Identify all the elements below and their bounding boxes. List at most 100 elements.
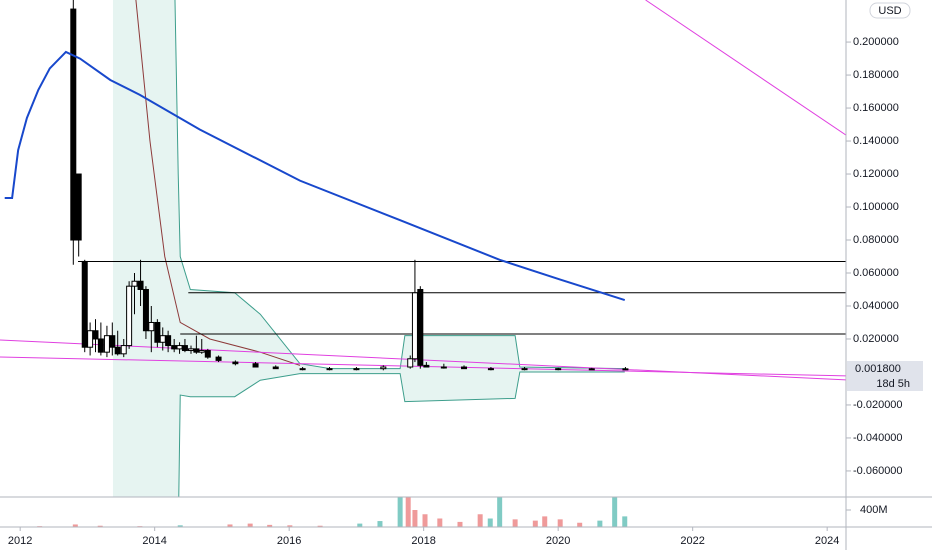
volume-bar	[97, 525, 103, 527]
trendline	[0, 356, 846, 377]
volume-bar	[497, 497, 503, 527]
volume-bar	[357, 523, 363, 527]
candle-body	[171, 345, 178, 350]
candle-body	[109, 335, 116, 348]
volume-bar	[317, 525, 323, 527]
x-tick-label: 2022	[680, 535, 704, 547]
y-tick-label: 0.180000	[853, 69, 899, 81]
volume-bar	[247, 523, 253, 527]
candle-body	[70, 8, 77, 241]
volume-bar	[397, 497, 403, 527]
candle-body	[137, 280, 144, 290]
candle-body	[588, 368, 595, 371]
candle-body	[176, 345, 183, 350]
candle-body	[97, 338, 104, 353]
band-fill	[112, 0, 625, 497]
volume-bar	[532, 520, 538, 527]
y-tick-label: 0.140000	[853, 135, 899, 147]
candle-body	[353, 368, 360, 371]
volume-bar	[377, 521, 383, 527]
candle-body	[131, 280, 138, 287]
volume-bar	[597, 520, 603, 527]
y-tick-label: 0.100000	[853, 201, 899, 213]
y-tick-label: 0.060000	[853, 267, 899, 279]
trendline	[645, 0, 846, 136]
candle-body	[154, 321, 161, 343]
volume-pane	[37, 497, 628, 527]
last-price-label: 0.001800	[855, 363, 901, 375]
x-tick-label: 2016	[277, 535, 301, 547]
candle-body	[407, 358, 414, 368]
candle-body	[187, 348, 194, 352]
candle-body	[165, 335, 172, 347]
candle-body	[204, 350, 211, 358]
y-tick-label: -0.020000	[853, 399, 903, 411]
y-tick-label: 0.020000	[853, 333, 899, 345]
candle-body	[142, 288, 149, 332]
x-tick-label: 2012	[8, 535, 32, 547]
candle-body	[126, 285, 133, 347]
volume-bar	[267, 524, 273, 527]
candle-body	[380, 366, 387, 370]
candle-body	[148, 321, 155, 332]
candle-body	[440, 366, 447, 369]
candle-body	[193, 348, 200, 353]
x-tick-label: 2020	[546, 535, 570, 547]
candle-body	[411, 292, 418, 360]
candle-body	[103, 335, 110, 353]
candle-body	[299, 368, 306, 371]
candle-body	[326, 368, 333, 371]
candle-body	[417, 288, 424, 366]
y-tick-label: 400M	[860, 504, 888, 516]
volume-bar	[422, 514, 428, 527]
candle-body	[198, 350, 205, 353]
y-tick-label: 0.120000	[853, 168, 899, 180]
candle-body	[75, 173, 82, 241]
volume-bar	[512, 519, 518, 527]
candle-body	[87, 330, 94, 348]
x-tick-label: 2018	[411, 535, 435, 547]
volume-bar	[177, 525, 183, 527]
volume-bar	[477, 514, 483, 527]
volume-bar	[287, 525, 293, 527]
moving-average	[4, 50, 626, 302]
y-tick-label: -0.060000	[853, 465, 903, 477]
y-tick-label: 0.200000	[853, 36, 899, 48]
candle-body	[215, 356, 222, 361]
volume-bar	[622, 516, 628, 527]
candle-body	[521, 368, 528, 371]
y-tick-label: 0.040000	[853, 300, 899, 312]
countdown: 18d 5h	[876, 378, 910, 390]
candle-body	[120, 345, 127, 355]
candle-body	[555, 368, 562, 371]
volume-bar	[437, 518, 443, 527]
currency-box[interactable]	[869, 2, 911, 19]
candle-body	[81, 260, 88, 348]
x-tick-label: 2024	[815, 535, 839, 547]
volume-bar	[72, 524, 78, 527]
candle-body	[423, 364, 430, 368]
y-tick-label: -0.040000	[853, 432, 903, 444]
volume-bar	[405, 497, 411, 527]
candle-body	[232, 361, 239, 365]
candle-body	[461, 366, 468, 370]
volume-bar	[412, 510, 418, 527]
volume-bar	[457, 521, 463, 527]
volume-bar	[542, 516, 548, 527]
y-tick-label: 0.160000	[853, 102, 899, 114]
x-tick-label: 2014	[142, 535, 166, 547]
volume-bar	[612, 497, 618, 527]
y-tick-label: 0.080000	[853, 234, 899, 246]
volume-bar	[227, 524, 233, 527]
volume-bar	[557, 519, 563, 527]
candle-body	[159, 335, 166, 343]
currency: USD	[878, 5, 901, 17]
candle-body	[272, 366, 279, 370]
candle-body	[114, 346, 121, 355]
band-upper	[174, 0, 625, 370]
candle-body	[252, 363, 259, 368]
band-lower	[178, 371, 625, 497]
candle-body	[92, 330, 99, 340]
